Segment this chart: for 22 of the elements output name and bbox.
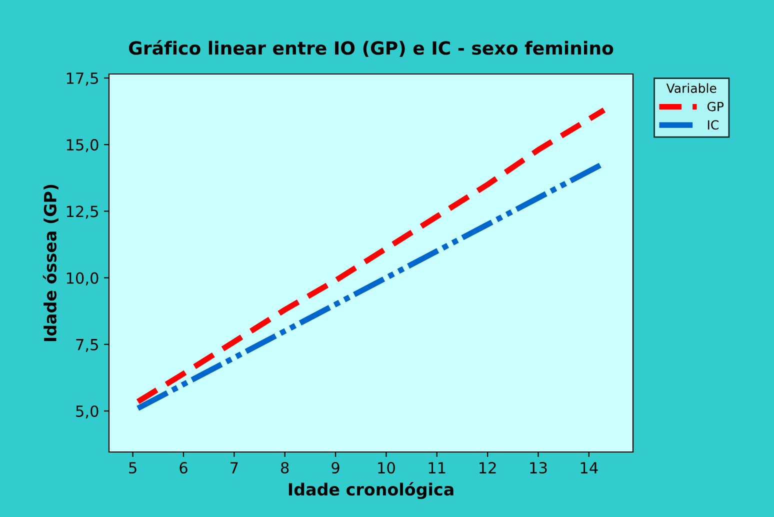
y-tick-label: 7,5 (76, 339, 98, 352)
x-tick-label: 12 (480, 462, 496, 474)
y-tick-label: 10,0 (66, 272, 98, 286)
x-tick-label: 5 (129, 462, 136, 474)
y-tick-label: 17,5 (66, 72, 98, 86)
legend-label: GP (707, 102, 724, 112)
y-tick-label: 15,0 (66, 139, 98, 152)
x-tick-label: 8 (281, 462, 289, 474)
x-tick-label: 13 (530, 462, 547, 474)
x-tick-label: 10 (378, 462, 395, 474)
x-tick-label: 9 (332, 462, 340, 474)
x-tick-label: 14 (580, 462, 598, 474)
x-axis-title: Idade cronológica (288, 482, 454, 499)
x-tick-label: 11 (428, 462, 446, 474)
y-axis-title: Idade óssea (GP) (42, 184, 58, 342)
legend-title: Variable (666, 83, 716, 93)
legend-label: IC (708, 120, 718, 130)
x-tick-label: 6 (180, 462, 188, 474)
y-tick-label: 5,0 (76, 405, 98, 419)
y-tick-label: 12,5 (66, 206, 98, 219)
x-tick-label: 7 (230, 462, 238, 474)
chart-title: Gráfico linear entre IO (GP) e IC - sexo feminino (128, 40, 614, 57)
